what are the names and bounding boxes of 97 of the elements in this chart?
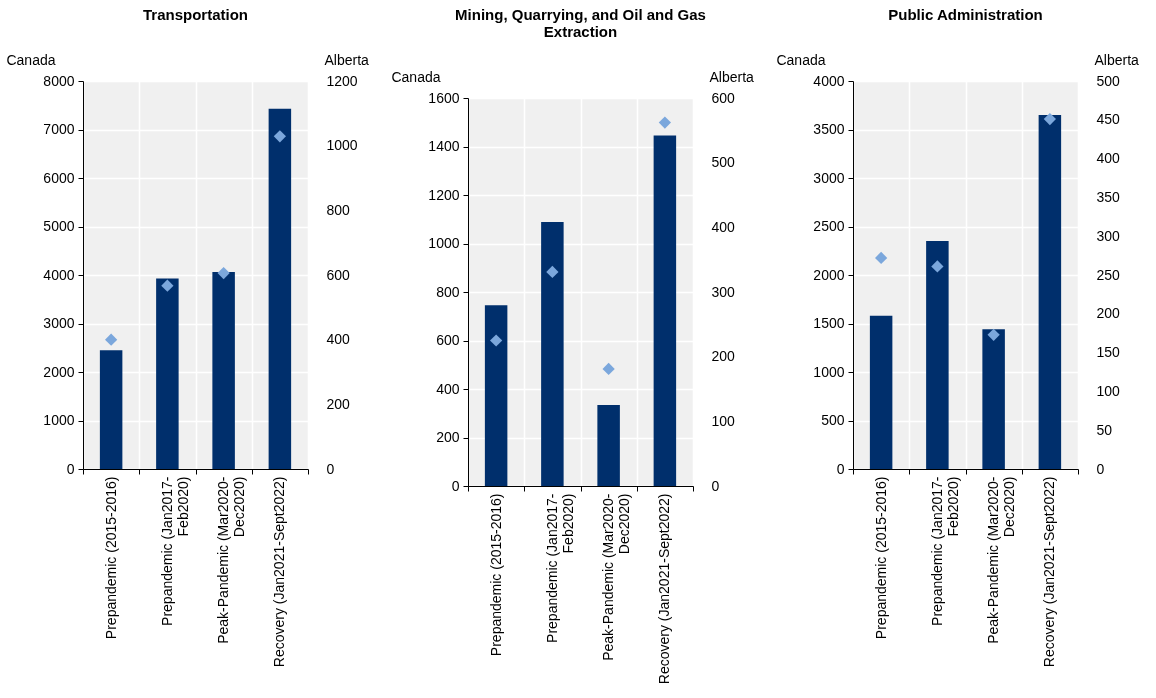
- y-tick-label: 1200: [428, 186, 460, 203]
- point: [490, 334, 503, 347]
- y-tick-label: 2500: [813, 218, 845, 234]
- y2-axis-title: Alberta: [709, 68, 755, 85]
- point: [658, 116, 671, 129]
- y-tick-label: 8000: [43, 72, 75, 89]
- y-tick-label: 3000: [43, 315, 75, 331]
- chart-title: Mining, Quarrying, and Oil and Gas Extraction: [455, 6, 706, 40]
- x-tick-label: Prepandemic (2015-2016): [872, 476, 889, 640]
- y-tick-label: 2000: [43, 363, 75, 380]
- y-tick-label: 200: [436, 429, 460, 445]
- y2-tick-label: 50: [1096, 421, 1113, 438]
- y-tick-label: 1400: [428, 138, 460, 154]
- bar: [926, 241, 949, 469]
- x-tick-label: Prepandemic (Jan2017-Feb2020): [543, 493, 576, 643]
- y2-tick-label: 800: [326, 201, 351, 218]
- x-tick-label: Peak-Pandemic (Mar2020-Dec2020): [600, 493, 633, 661]
- y2-tick-label: 100: [711, 412, 736, 429]
- y-tick-label: 1500: [813, 315, 845, 331]
- point: [546, 265, 559, 279]
- x-tick-label: Recovery (Jan2021-Sept2022): [656, 493, 673, 685]
- y2-tick-label: 450: [1096, 111, 1121, 128]
- y-tick-label: 5000: [43, 218, 75, 234]
- y2-axis-title: Alberta: [324, 51, 370, 68]
- y2-tick-label: 500: [711, 154, 736, 171]
- y-axis-title: Canada: [391, 68, 441, 85]
- y-tick-label: 2000: [813, 266, 845, 283]
- bar: [1038, 114, 1062, 469]
- y2-tick-label: 300: [1096, 227, 1121, 244]
- y-tick-label: 1600: [428, 89, 460, 106]
- y2-tick-label: 400: [1096, 150, 1121, 167]
- y2-tick-label: 150: [1096, 344, 1121, 361]
- x-tick-label: Prepandemic (2015-2016): [487, 493, 504, 657]
- y-tick-label: 1000: [428, 235, 460, 251]
- x-tick-label: Prepandemic (Jan2017-Feb2020): [158, 476, 191, 626]
- y2-tick-label: 300: [711, 283, 736, 300]
- y-tick-label: 0: [451, 477, 460, 494]
- y2-tick-label: 350: [1096, 188, 1121, 205]
- point: [602, 362, 615, 376]
- bar: [982, 329, 1005, 469]
- y-tick-label: 400: [436, 380, 460, 397]
- bar: [212, 272, 235, 469]
- y2-tick-label: 0: [326, 460, 335, 477]
- y2-tick-label: 250: [1096, 266, 1121, 283]
- x-tick-label: Peak-Pandemic (Mar2020-Dec2020): [215, 476, 248, 644]
- y2-tick-label: 200: [711, 348, 736, 365]
- y-tick-label: 1000: [43, 412, 75, 428]
- chart-title: Transportation: [142, 6, 249, 23]
- y2-tick-label: 200: [1096, 305, 1121, 322]
- y-tick-label: 500: [821, 412, 845, 428]
- y2-tick-label: 100: [1096, 382, 1121, 399]
- chart-title: Public Administration: [888, 6, 1043, 23]
- y2-tick-label: 400: [326, 331, 351, 348]
- x-tick-label: Prepandemic (Jan2017-Feb2020): [928, 476, 961, 626]
- y-tick-label: 1000: [813, 363, 845, 380]
- bar: [156, 278, 179, 469]
- y-tick-label: 4000: [813, 72, 845, 89]
- point: [1043, 112, 1056, 126]
- y-tick-label: 800: [436, 283, 460, 300]
- y-tick-label: 3000: [813, 169, 845, 186]
- bar: [99, 350, 123, 469]
- y2-tick-label: 600: [711, 89, 736, 106]
- y-tick-label: 4000: [43, 266, 75, 283]
- x-tick-label: Recovery (Jan2021-Sept2022): [271, 476, 288, 668]
- bar: [597, 405, 620, 486]
- point: [875, 251, 888, 265]
- y-tick-label: 6000: [43, 169, 75, 186]
- y2-tick-label: 1000: [326, 137, 358, 154]
- point: [217, 266, 230, 280]
- x-tick-label: Recovery (Jan2021-Sept2022): [1041, 476, 1058, 668]
- y2-tick-label: 200: [326, 395, 351, 412]
- bar: [869, 315, 893, 469]
- point: [931, 260, 944, 273]
- y2-tick-label: 0: [1096, 460, 1105, 477]
- y2-axis-title: Alberta: [1094, 51, 1140, 68]
- bar: [541, 221, 564, 486]
- y2-tick-label: 0: [711, 477, 720, 494]
- y2-tick-label: 500: [1096, 72, 1121, 89]
- point: [105, 333, 118, 346]
- bar: [268, 108, 292, 469]
- point: [273, 130, 286, 143]
- y-tick-label: 7000: [43, 121, 75, 137]
- y-tick-label: 600: [436, 332, 460, 348]
- point: [987, 328, 1000, 341]
- bar: [653, 135, 677, 486]
- y2-tick-label: 1200: [326, 72, 358, 89]
- y-tick-label: 3500: [813, 121, 845, 137]
- point: [161, 279, 174, 292]
- y-tick-label: 0: [66, 460, 75, 477]
- bar: [484, 305, 508, 486]
- y2-tick-label: 600: [326, 266, 351, 283]
- x-tick-label: Prepandemic (2015-2016): [102, 476, 119, 640]
- y-axis-title: Canada: [6, 51, 56, 68]
- y2-tick-label: 400: [711, 218, 736, 235]
- x-tick-label: Peak-Pandemic (Mar2020-Dec2020): [985, 476, 1018, 644]
- y-tick-label: 0: [836, 460, 845, 477]
- y-axis-title: Canada: [776, 51, 826, 68]
